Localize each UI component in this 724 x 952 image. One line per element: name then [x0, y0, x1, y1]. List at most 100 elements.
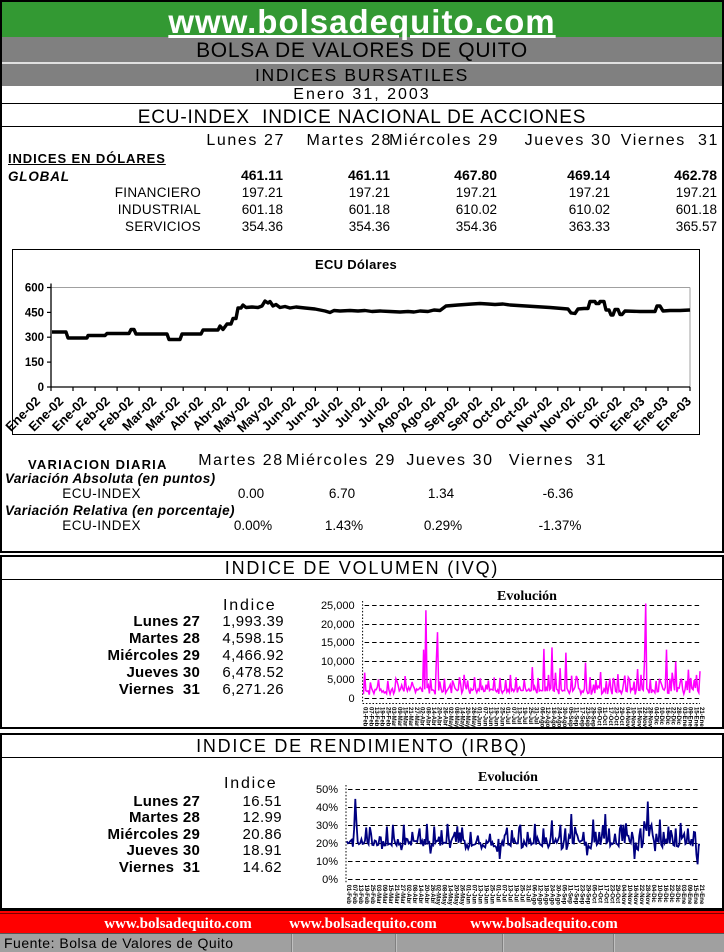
svg-text:20-Abr: 20-Abr	[423, 885, 429, 905]
svg-text:23-Sep: 23-Sep	[578, 885, 584, 905]
svg-text:20-May: 20-May	[464, 707, 470, 728]
svg-text:10-Dic: 10-Dic	[658, 707, 664, 726]
svg-text:27-Mar: 27-Mar	[399, 885, 405, 905]
svg-text:19-Feb: 19-Feb	[363, 885, 369, 905]
svg-text:29-Oct: 29-Oct	[614, 885, 620, 904]
svg-text:09-Ene: 09-Ene	[686, 885, 692, 905]
svg-text:22-Dic: 22-Dic	[670, 707, 676, 726]
svg-text:02-May: 02-May	[435, 885, 441, 906]
svg-text:03-Mar: 03-Mar	[390, 707, 396, 727]
svg-text:31-Jul: 31-Jul	[525, 885, 531, 903]
svg-text:25-Jul: 25-Jul	[527, 707, 533, 725]
svg-text:05-Oct: 05-Oct	[590, 885, 596, 904]
svg-text:13-Jun: 13-Jun	[477, 885, 483, 905]
svg-text:03-Ene: 03-Ene	[680, 885, 686, 905]
svg-text:04-Nov: 04-Nov	[624, 707, 630, 728]
svg-text:14-May: 14-May	[447, 885, 453, 906]
svg-text:24-Ago: 24-Ago	[548, 885, 554, 906]
svg-text:29-Sep: 29-Sep	[590, 707, 596, 727]
svg-text:10,000: 10,000	[321, 656, 355, 668]
svg-text:04-Nov: 04-Nov	[620, 885, 626, 906]
svg-text:17-Sep: 17-Sep	[572, 885, 578, 905]
svg-text:17-Oct: 17-Oct	[607, 707, 613, 726]
svg-text:600: 600	[25, 283, 44, 295]
svg-text:13-Feb: 13-Feb	[357, 885, 363, 905]
svg-text:26-Abr: 26-Abr	[441, 707, 447, 727]
svg-text:28-Nov: 28-Nov	[647, 707, 653, 728]
svg-text:17-Oct: 17-Oct	[602, 885, 608, 904]
svg-text:16-Nov: 16-Nov	[635, 707, 641, 728]
svg-text:10-Nov: 10-Nov	[626, 885, 632, 906]
svg-text:16-Dic: 16-Dic	[662, 885, 668, 904]
svg-text:07-Jul: 07-Jul	[501, 885, 507, 903]
svg-text:0%: 0%	[322, 874, 338, 886]
svg-text:20-May: 20-May	[453, 885, 459, 906]
svg-text:19-Jun: 19-Jun	[493, 707, 499, 727]
svg-text:04-Dic: 04-Dic	[652, 707, 658, 726]
svg-text:09-Ene: 09-Ene	[687, 707, 693, 727]
svg-text:0: 0	[38, 382, 44, 394]
svg-text:18-Ago: 18-Ago	[550, 707, 556, 728]
svg-text:11-Oct: 11-Oct	[596, 885, 602, 903]
svg-text:05-Sep: 05-Sep	[560, 885, 566, 905]
svg-text:26-May: 26-May	[459, 885, 465, 906]
svg-text:11-Oct: 11-Oct	[601, 707, 607, 725]
svg-text:09-Mar: 09-Mar	[381, 885, 387, 905]
svg-text:01-Jun: 01-Jun	[465, 885, 471, 905]
svg-text:0: 0	[348, 693, 354, 705]
svg-text:14-Abr: 14-Abr	[430, 707, 436, 727]
svg-text:15,000: 15,000	[321, 637, 355, 649]
svg-text:01-Jul: 01-Jul	[504, 707, 510, 725]
svg-text:25-Feb: 25-Feb	[384, 707, 390, 727]
svg-text:13-Jul: 13-Jul	[516, 707, 522, 725]
svg-text:04-Dic: 04-Dic	[650, 885, 656, 904]
svg-text:13-Feb: 13-Feb	[373, 707, 379, 727]
svg-text:ECU Dólares: ECU Dólares	[315, 257, 397, 272]
svg-text:02-Abr: 02-Abr	[405, 885, 411, 905]
svg-text:Evolución: Evolución	[478, 770, 538, 785]
svg-text:29-Sep: 29-Sep	[584, 885, 590, 905]
svg-text:18-Ago: 18-Ago	[542, 885, 548, 906]
svg-text:16-Dic: 16-Dic	[664, 707, 670, 726]
svg-text:14-Abr: 14-Abr	[417, 885, 423, 905]
svg-text:02-May: 02-May	[447, 707, 453, 728]
svg-text:21-Ene: 21-Ene	[698, 885, 704, 905]
svg-text:11-Sep: 11-Sep	[573, 707, 579, 727]
svg-text:07-Jun: 07-Jun	[481, 707, 487, 727]
svg-text:25-Jun: 25-Jun	[498, 707, 504, 727]
svg-text:21-Mar: 21-Mar	[407, 707, 413, 727]
svg-text:300: 300	[25, 332, 44, 344]
svg-text:19-Feb: 19-Feb	[379, 707, 385, 727]
svg-text:30-Ago: 30-Ago	[554, 885, 560, 906]
svg-text:40%: 40%	[316, 802, 338, 814]
svg-text:28-Dic: 28-Dic	[674, 885, 680, 904]
svg-text:15-Ene: 15-Ene	[692, 707, 698, 727]
svg-text:05-Oct: 05-Oct	[595, 707, 601, 726]
svg-text:30-Ago: 30-Ago	[561, 707, 567, 728]
svg-text:450: 450	[25, 307, 44, 319]
svg-text:13-Jun: 13-Jun	[487, 707, 493, 727]
svg-text:28-Dic: 28-Dic	[675, 707, 681, 726]
svg-text:28-Nov: 28-Nov	[644, 885, 650, 906]
svg-text:07-Jun: 07-Jun	[471, 885, 477, 905]
svg-text:12-Ago: 12-Ago	[544, 707, 550, 728]
svg-text:23-Sep: 23-Sep	[584, 707, 590, 727]
svg-text:01-Feb: 01-Feb	[362, 707, 368, 727]
svg-text:01-Feb: 01-Feb	[345, 885, 351, 905]
svg-text:06-Ago: 06-Ago	[538, 707, 544, 728]
svg-text:16-Nov: 16-Nov	[632, 885, 638, 906]
svg-text:08-May: 08-May	[453, 707, 459, 728]
svg-text:25,000: 25,000	[321, 600, 355, 612]
svg-text:26-Abr: 26-Abr	[429, 885, 435, 905]
svg-text:22-Nov: 22-Nov	[641, 707, 647, 728]
svg-text:27-Mar: 27-Mar	[413, 707, 419, 727]
svg-text:29-Oct: 29-Oct	[618, 707, 624, 726]
svg-text:30%: 30%	[316, 820, 338, 832]
svg-text:50%: 50%	[316, 784, 338, 796]
svg-text:23-Oct: 23-Oct	[608, 885, 614, 904]
svg-text:11-Sep: 11-Sep	[566, 885, 572, 905]
svg-text:12-Ago: 12-Ago	[537, 885, 543, 906]
svg-text:21-Ene: 21-Ene	[698, 707, 704, 727]
svg-text:07-Feb: 07-Feb	[367, 707, 373, 727]
svg-text:15-Mar: 15-Mar	[387, 885, 393, 905]
